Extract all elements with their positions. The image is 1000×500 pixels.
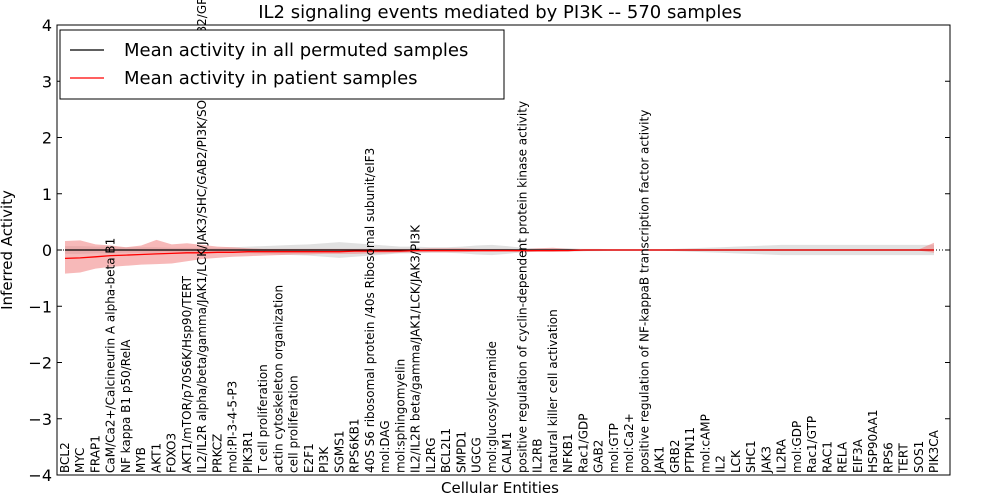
x-tick-label: positive regulation of NF-kappaB transcr… [637, 110, 651, 473]
x-tick-label: GRB2 [668, 439, 682, 473]
y-tick-label: 4 [42, 16, 52, 35]
x-tick-label: AKT1 [149, 443, 163, 473]
x-tick-label: T cell proliferation [256, 364, 270, 474]
x-tick-label: Rac1/GDP [576, 414, 590, 473]
x-tick-label: PI3K [317, 446, 331, 473]
x-tick-label: PTPN11 [683, 427, 697, 473]
x-tick-label: 40S S6 ribosomal protein /40s Ribosomal … [363, 148, 377, 473]
x-tick-label: LCK [729, 449, 743, 473]
x-tick-label: PRKCZ [210, 434, 224, 473]
x-tick-label: IL2/IL2R beta/gamma/JAK1/LCK/JAK3/PI3K [409, 224, 423, 473]
x-tick-label: AKT1/mTOR/p70S6K/Hsp90/TERT [180, 275, 194, 473]
legend: Mean activity in all permuted samples Me… [59, 29, 505, 100]
x-tick-label: IL2/IL2R alpha/beta/gamma/JAK1/LCK/JAK3/… [195, 0, 209, 473]
x-tick-label: TERT [897, 443, 911, 474]
y-tick-label: 1 [42, 185, 52, 204]
y-tick-label: −2 [28, 354, 52, 373]
x-tick-label: cell proliferation [287, 375, 301, 473]
x-tick-label: CALM1 [500, 432, 514, 473]
x-tick-label: mol:GDP [790, 421, 804, 473]
x-tick-label: RAC1 [820, 441, 834, 473]
x-tick-label: actin cytoskeleton organization [271, 285, 285, 473]
y-tick-label: 0 [42, 241, 52, 260]
band-patient [65, 239, 934, 274]
x-tick-label: HSP90AA1 [866, 409, 880, 473]
x-tick-label: IL2RA [775, 438, 789, 473]
chart-title: IL2 signaling events mediated by PI3K --… [258, 2, 742, 23]
x-tick-label: BCL2L1 [439, 428, 453, 473]
x-tick-label: MYC [73, 448, 87, 473]
x-tick-label: NFKB1 [561, 433, 575, 473]
x-tick-label: mol:cAMP [698, 414, 712, 473]
x-tick-label: GAB2 [592, 440, 606, 473]
x-tick-label: E2F1 [302, 443, 316, 473]
x-tick-label: RPS6KB1 [348, 418, 362, 473]
legend-box [59, 29, 505, 100]
x-tick-label: mol:sphingomyelin [393, 359, 407, 473]
x-tick-label: JAK3 [759, 446, 773, 474]
series-lines [57, 249, 950, 260]
x-tick-label: mol:GTP [607, 423, 621, 473]
x-tick-label: mol:glucosylceramide [485, 341, 499, 473]
x-tick-label: MYB [134, 447, 148, 473]
y-tick-label: −1 [28, 297, 52, 316]
x-tick-label: IL2RB [531, 439, 545, 473]
y-tick-label: −3 [28, 410, 52, 429]
x-tick-label: mol:PI-3-4-5-P3 [226, 381, 240, 473]
x-tick-label: JAK1 [653, 446, 667, 474]
x-tick-label: mol:Ca2+ [622, 413, 636, 473]
x-tick-label: mol:DAG [378, 420, 392, 473]
x-tick-label: BCL2 [58, 442, 72, 473]
x-tick-label: SMPD1 [454, 431, 468, 473]
x-tick-label: IL2 [714, 455, 728, 473]
x-tick-label: RPS6 [881, 442, 895, 473]
legend-label-permuted: Mean activity in all permuted samples [124, 40, 468, 61]
legend-label-patient: Mean activity in patient samples [124, 68, 418, 89]
x-tick-label: positive regulation of cyclin-dependent … [515, 101, 529, 473]
x-tick-label: EIF3A [851, 438, 865, 473]
x-tick-label: Rac1/GTP [805, 416, 819, 473]
x-tick-label: FOXO3 [165, 433, 179, 473]
x-tick-label: SOS1 [912, 441, 926, 473]
x-tick-label: CaM/Ca2+/Calcineurin A alpha-beta B1 [104, 238, 118, 473]
x-tick-label: PIK3CA [927, 429, 941, 473]
y-tick-label: 3 [42, 72, 52, 91]
x-tick-label: RELA [836, 441, 850, 473]
y-tick-label: 2 [42, 129, 52, 148]
x-tick-label: IL2RG [424, 438, 438, 474]
x-tick-labels: BCL2 MYC FRAP1 CaM/Ca2+/Calcineurin A alpha… [58, 0, 941, 474]
plot-frame [56, 24, 951, 476]
x-axis-label: Cellular Entities [441, 479, 559, 497]
y-axis-label: Inferred Activity [0, 190, 16, 310]
x-tick-label: FRAP1 [88, 435, 102, 473]
x-tick-label: natural killer cell activation [546, 309, 560, 473]
x-tick-label: SGMS1 [332, 430, 346, 473]
x-tick-label: SHC1 [744, 440, 758, 473]
x-tick-label: PIK3R1 [241, 431, 255, 473]
y-axis: −4 −3 −2 −1 0 1 2 3 4 [28, 16, 950, 485]
y-tick-label: −4 [28, 466, 52, 485]
x-tick-label: UGCG [470, 437, 484, 473]
series-line-patient [64, 249, 934, 260]
x-tick-label: NF kappa B1 p50/RelA [119, 339, 133, 473]
